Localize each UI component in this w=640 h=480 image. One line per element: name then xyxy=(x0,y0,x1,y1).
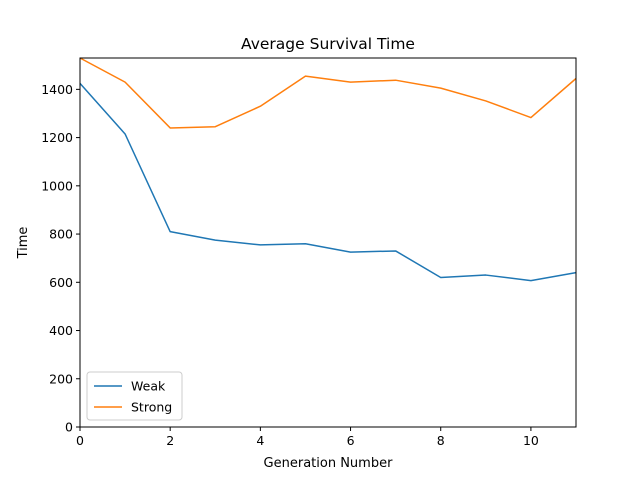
series-line-strong xyxy=(79,57,577,129)
y-axis: 0 200 400 600 800 1000 1200 1400 xyxy=(41,82,80,435)
y-tick-label: 200 xyxy=(49,371,73,386)
plot-frame xyxy=(79,57,577,428)
x-tick-label: 0 xyxy=(76,433,84,448)
legend-box xyxy=(86,371,183,421)
x-tick-label: 10 xyxy=(523,433,539,448)
y-tick-label: 400 xyxy=(49,323,73,338)
x-axis-label: Generation Number xyxy=(264,456,394,471)
y-tick-label: 800 xyxy=(49,227,73,242)
x-tick-label: 4 xyxy=(256,433,264,448)
chart-title: Average Survival Time xyxy=(241,35,415,53)
series-line-weak xyxy=(79,82,577,282)
legend-label-strong: Strong xyxy=(131,400,172,415)
x-tick-label: 8 xyxy=(437,433,445,448)
x-tick-label: 6 xyxy=(347,433,355,448)
y-tick-label: 0 xyxy=(65,420,73,435)
y-tick-label: 1200 xyxy=(41,130,73,145)
legend: Weak Strong xyxy=(86,371,183,421)
y-axis-label: Time xyxy=(16,227,31,260)
x-axis: 0 2 4 6 8 10 xyxy=(76,427,539,448)
y-tick-label: 1400 xyxy=(41,82,73,97)
series-lines xyxy=(79,57,577,282)
y-tick-label: 600 xyxy=(49,275,73,290)
x-tick-label: 2 xyxy=(166,433,174,448)
y-tick-label: 1000 xyxy=(41,178,73,193)
legend-label-weak: Weak xyxy=(131,379,166,394)
